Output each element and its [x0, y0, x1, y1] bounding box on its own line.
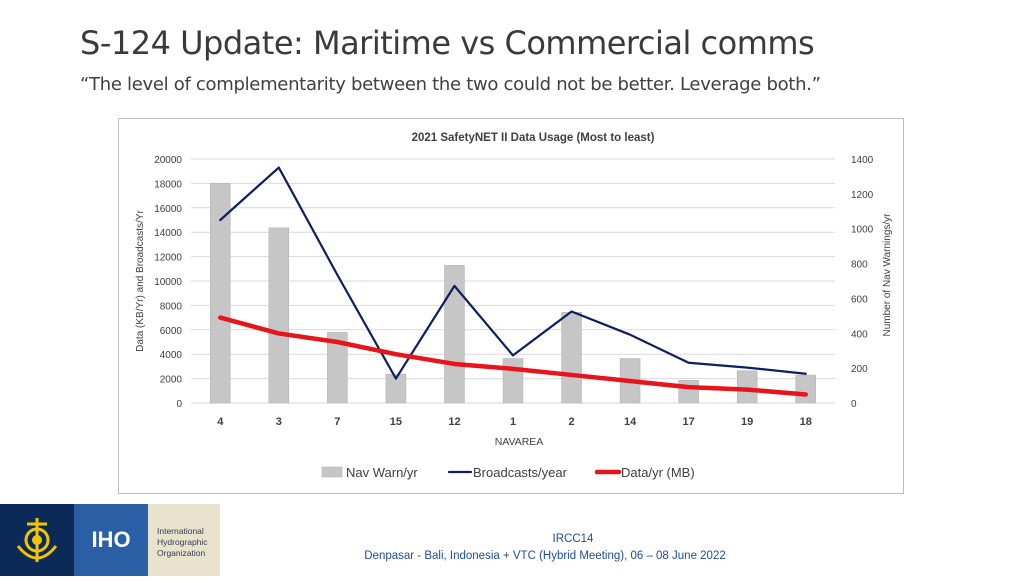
line-broadcasts	[219, 166, 807, 380]
y2-tick-label: 1400	[851, 155, 874, 166]
y-tick-label: 2000	[160, 375, 183, 386]
legend-swatch	[321, 466, 343, 478]
anchor-logo-icon	[0, 504, 74, 576]
y-tick-label: 14000	[154, 228, 182, 239]
event-venue: Denpasar - Bali, Indonesia + VTC (Hybrid…	[364, 550, 726, 562]
chart: 2021 SafetyNET II Data Usage (Most to le…	[118, 118, 904, 494]
chart-svg: 2021 SafetyNET II Data Usage (Most to le…	[135, 132, 893, 480]
point-broadcasts	[805, 373, 807, 375]
y2-tick-label: 1000	[851, 225, 874, 236]
point-broadcasts	[278, 166, 280, 169]
y-axis-label: Data (KB/Yr) and Broadcasts/Yr	[135, 209, 146, 351]
bar-nav-warn	[502, 358, 524, 404]
point-data-mb	[512, 367, 514, 370]
point-data-mb	[219, 316, 222, 319]
x-tick-label: 17	[683, 416, 695, 428]
y-tick-label: 12000	[154, 253, 182, 264]
y2-tick-label: 800	[851, 260, 868, 271]
x-tick-label: 15	[390, 416, 402, 428]
y2-tick-label: 200	[851, 364, 868, 375]
point-data-mb	[336, 341, 339, 343]
bar-nav-warn	[795, 374, 816, 404]
y-tick-label: 6000	[160, 326, 183, 337]
organization-name: International Hydrographic Organization	[148, 504, 220, 576]
y-tick-label: 10000	[154, 277, 182, 288]
y-tick-label: 8000	[160, 301, 183, 312]
chart-title: 2021 SafetyNET II Data Usage (Most to le…	[412, 132, 655, 144]
x-tick-label: 12	[448, 416, 460, 428]
bar-nav-warn	[736, 370, 758, 404]
point-data-mb	[277, 332, 280, 335]
org-name-line: Hydrographic	[157, 537, 208, 547]
point-broadcasts	[687, 362, 690, 364]
y-tick-label: 18000	[154, 179, 182, 190]
bar-nav-warn	[444, 265, 465, 404]
bar-nav-warn	[268, 227, 290, 404]
x-tick-label: 3	[276, 416, 282, 428]
point-broadcasts	[629, 333, 631, 336]
x-tick-label: 7	[334, 416, 340, 428]
y2-tick-label: 400	[851, 329, 868, 340]
point-broadcasts	[746, 366, 748, 369]
bar-nav-warn	[210, 183, 231, 404]
point-broadcasts	[512, 354, 514, 357]
y2-axis-label: Number of Nav Warnings/yr	[882, 213, 893, 337]
x-tick-label: 14	[624, 416, 637, 428]
x-tick-label: 18	[800, 416, 812, 428]
legend-label: Broadcasts/year	[473, 465, 568, 480]
bar-nav-warn	[678, 380, 699, 404]
bar-nav-warn	[561, 312, 582, 404]
footer: IHO International Hydrographic Organizat…	[0, 504, 1024, 576]
x-axis-label: NAVAREA	[495, 436, 544, 448]
x-tick-label: 4	[217, 416, 224, 428]
point-broadcasts	[219, 219, 221, 221]
y-tick-label: 16000	[154, 204, 182, 215]
event-name: IRCC14	[552, 533, 594, 545]
bar-nav-warn	[385, 373, 407, 404]
page-title: S-124 Update: Maritime vs Commercial com…	[80, 24, 815, 62]
y-tick-label: 4000	[160, 350, 183, 361]
x-tick-label: 19	[741, 416, 753, 428]
anchor-emblem	[16, 518, 58, 562]
y2-tick-label: 1200	[851, 190, 874, 201]
point-data-mb	[453, 363, 456, 365]
y2-tick-label: 600	[851, 294, 868, 305]
bar-nav-warn	[327, 332, 348, 404]
point-data-mb	[746, 388, 749, 391]
page-subtitle: “The level of complementarity between th…	[80, 74, 821, 95]
point-broadcasts	[336, 274, 339, 276]
y2-tick-label: 0	[851, 399, 857, 410]
x-tick-label: 2	[568, 416, 574, 428]
x-tick-label: 1	[510, 416, 516, 428]
point-data-mb	[629, 380, 631, 382]
org-name-line: International	[157, 526, 204, 536]
point-broadcasts	[570, 310, 573, 313]
org-name-line: Organization	[157, 548, 206, 558]
point-broadcasts	[395, 377, 397, 380]
point-data-mb	[570, 374, 573, 376]
point-broadcasts	[453, 285, 456, 287]
point-data-mb	[687, 386, 690, 389]
iho-logo: IHO	[74, 504, 148, 576]
point-data-mb	[395, 353, 397, 356]
y-tick-label: 0	[176, 399, 182, 410]
point-data-mb	[804, 393, 807, 396]
y-tick-label: 20000	[154, 155, 182, 166]
legend-label: Data/yr (MB)	[621, 465, 695, 480]
legend-label: Nav Warn/yr	[346, 465, 418, 480]
